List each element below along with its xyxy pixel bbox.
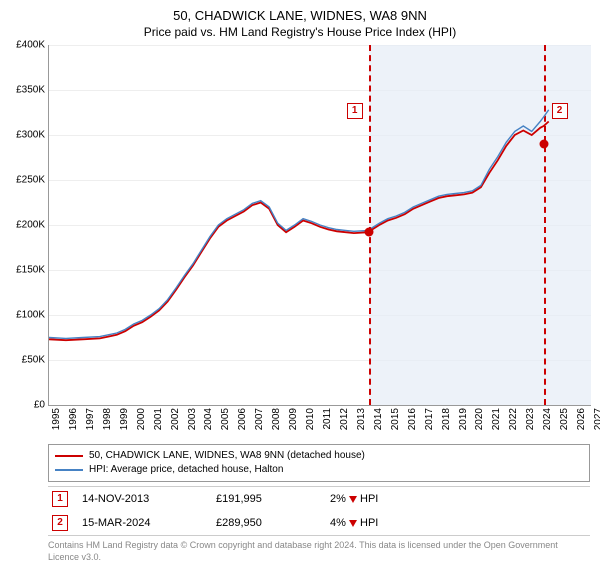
- x-axis-label: 2025: [559, 408, 570, 430]
- sales-row-price: £191,995: [216, 493, 326, 505]
- legend-item: 50, CHADWICK LANE, WIDNES, WA8 9NN (deta…: [55, 449, 583, 463]
- x-axis-label: 2017: [424, 408, 435, 430]
- x-axis-label: 2019: [458, 408, 469, 430]
- x-axis-label: 2010: [305, 408, 316, 430]
- x-axis-label: 1995: [51, 408, 62, 430]
- x-axis-label: 2022: [508, 408, 519, 430]
- legend-label: HPI: Average price, detached house, Halt…: [89, 463, 283, 477]
- x-axis-label: 1999: [119, 408, 130, 430]
- y-axis-label: £0: [3, 400, 45, 411]
- y-axis-label: £200K: [3, 220, 45, 231]
- x-axis-label: 2014: [373, 408, 384, 430]
- x-axis-label: 1996: [68, 408, 79, 430]
- chart-lines-svg: [49, 45, 591, 405]
- legend-label: 50, CHADWICK LANE, WIDNES, WA8 9NN (deta…: [89, 449, 365, 463]
- sales-table: 1 14-NOV-2013 £191,995 2% HPI 2 15-MAR-2024 £2…: [48, 486, 590, 536]
- sale-marker-dot: [539, 140, 548, 149]
- x-axis-label: 2002: [170, 408, 181, 430]
- sales-row-date: 14-NOV-2013: [82, 493, 212, 505]
- x-axis-label: 2008: [271, 408, 282, 430]
- x-axis-label: 2023: [525, 408, 536, 430]
- y-axis-label: £400K: [3, 40, 45, 51]
- y-axis-label: £250K: [3, 175, 45, 186]
- x-axis-label: 2024: [542, 408, 553, 430]
- sale-marker-dot: [364, 228, 373, 237]
- sales-row-index: 2: [52, 515, 68, 531]
- x-axis-label: 2006: [237, 408, 248, 430]
- x-axis-label: 2003: [187, 408, 198, 430]
- y-axis-label: £50K: [3, 355, 45, 366]
- y-axis-label: £150K: [3, 265, 45, 276]
- sale-marker-label: 1: [347, 103, 363, 119]
- chart-subtitle: Price paid vs. HM Land Registry's House …: [0, 23, 600, 45]
- chart-x-axis-labels: 1995 1996 1997 1998 1999 2000 2001 2002 2003 2004…: [48, 406, 590, 440]
- legend-color-swatch: [55, 469, 83, 471]
- x-axis-label: 2016: [407, 408, 418, 430]
- sales-row-diff: 2% HPI: [330, 493, 586, 505]
- sales-row-price: £289,950: [216, 517, 326, 529]
- x-axis-label: 2027: [593, 408, 600, 430]
- x-axis-label: 2007: [254, 408, 265, 430]
- x-axis-label: 2012: [339, 408, 350, 430]
- x-axis-label: 2005: [220, 408, 231, 430]
- x-axis-label: 2004: [203, 408, 214, 430]
- x-axis-label: 2018: [441, 408, 452, 430]
- sales-row-diff: 4% HPI: [330, 517, 586, 529]
- y-axis-label: £100K: [3, 310, 45, 321]
- x-axis-label: 1998: [102, 408, 113, 430]
- sales-row-index: 1: [52, 491, 68, 507]
- x-axis-label: 2000: [136, 408, 147, 430]
- x-axis-label: 2026: [576, 408, 587, 430]
- sales-row: 2 15-MAR-2024 £289,950 4% HPI: [48, 511, 590, 535]
- x-axis-label: 2013: [356, 408, 367, 430]
- x-axis-label: 2020: [474, 408, 485, 430]
- arrow-down-icon: [349, 496, 357, 503]
- chart-legend: 50, CHADWICK LANE, WIDNES, WA8 9NN (deta…: [48, 444, 590, 482]
- y-axis-label: £300K: [3, 130, 45, 141]
- legend-item: HPI: Average price, detached house, Halt…: [55, 463, 583, 477]
- sales-row: 1 14-NOV-2013 £191,995 2% HPI: [48, 487, 590, 511]
- sale-marker-label: 2: [552, 103, 568, 119]
- arrow-down-icon: [349, 520, 357, 527]
- series-line: [49, 122, 549, 341]
- chart-title: 50, CHADWICK LANE, WIDNES, WA8 9NN: [0, 0, 600, 23]
- y-axis-label: £350K: [3, 85, 45, 96]
- x-axis-label: 1997: [85, 408, 96, 430]
- x-axis-label: 2015: [390, 408, 401, 430]
- x-axis-label: 2001: [153, 408, 164, 430]
- x-axis-label: 2011: [322, 408, 333, 430]
- chart-plot-area: £0£50K£100K£150K£200K£250K£300K£350K£400…: [48, 45, 591, 406]
- legend-color-swatch: [55, 455, 83, 457]
- sales-row-date: 15-MAR-2024: [82, 517, 212, 529]
- x-axis-label: 2009: [288, 408, 299, 430]
- x-axis-label: 2021: [491, 408, 502, 430]
